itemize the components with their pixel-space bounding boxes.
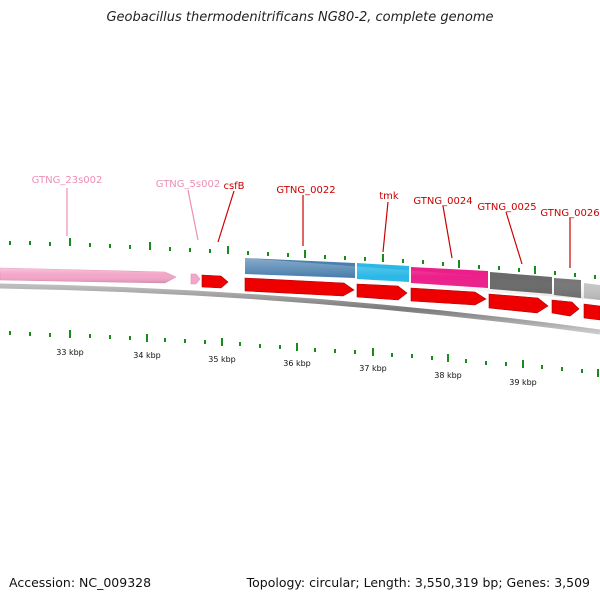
gene-label-csfb: csfB <box>223 181 244 192</box>
gene-label-gtng-0022: GTNG_0022 <box>276 185 335 196</box>
gene-label-gtng-0025: GTNG_0025 <box>477 202 536 213</box>
scale-label: 37 kbp <box>359 364 387 373</box>
genome-title: Geobacillus thermodenitrificans NG80-2, … <box>106 10 494 25</box>
inner-tick-row <box>9 330 599 377</box>
gene-labels: GTNG_23s002 GTNG_5s002 csfB GTNG_0022 tm… <box>32 175 600 219</box>
genome-backbone <box>0 283 600 335</box>
scale-label: 33 kbp <box>56 348 84 357</box>
feature-gtng-23s002-shine <box>0 268 176 283</box>
label-leaders <box>66 188 571 268</box>
feature-lane-cds <box>201 274 600 321</box>
cds-arrow-gtng-0026 <box>551 299 580 317</box>
scale-labels: 33 kbp 34 kbp 35 kbp 36 kbp 37 kbp 38 kb… <box>56 348 537 387</box>
cds-arrow-gtng-0024 <box>410 287 487 306</box>
cds-arrow-csfb <box>201 274 229 289</box>
leader-gtng-0024 <box>442 205 453 259</box>
scale-label: 36 kbp <box>283 359 311 368</box>
gene-label-tmk: tmk <box>379 191 399 202</box>
leader-tmk <box>382 201 389 253</box>
leader-csfb <box>217 190 235 243</box>
accession-label: Accession: NC_009328 <box>9 575 152 590</box>
cds-arrow-gtng-0022 <box>244 277 355 297</box>
scale-label: 39 kbp <box>509 378 537 387</box>
scale-label: 34 kbp <box>133 351 161 360</box>
gene-label-gtng-0026: GTNG_0026 <box>540 208 599 219</box>
cds-arrow-partial <box>583 303 600 321</box>
gene-label-gtng-5s002: GTNG_5s002 <box>156 179 220 190</box>
gene-label-gtng-23s002: GTNG_23s002 <box>32 175 103 186</box>
cds-arrow-gtng-0025 <box>488 293 549 314</box>
outer-lane-shine <box>245 258 600 300</box>
gene-label-gtng-0024: GTNG_0024 <box>413 196 472 207</box>
leader-gtng-0025 <box>505 211 523 265</box>
scale-label: 38 kbp <box>434 371 462 380</box>
scale-label: 35 kbp <box>208 355 236 364</box>
feature-gtng-5s002 <box>190 273 201 285</box>
leader-gtng-5s002 <box>187 189 199 241</box>
outer-tick-row <box>9 238 596 279</box>
cds-arrow-tmk <box>356 283 408 301</box>
genome-summary: Topology: circular; Length: 3,550,319 bp… <box>246 575 590 590</box>
feature-lane-outer <box>0 258 600 300</box>
